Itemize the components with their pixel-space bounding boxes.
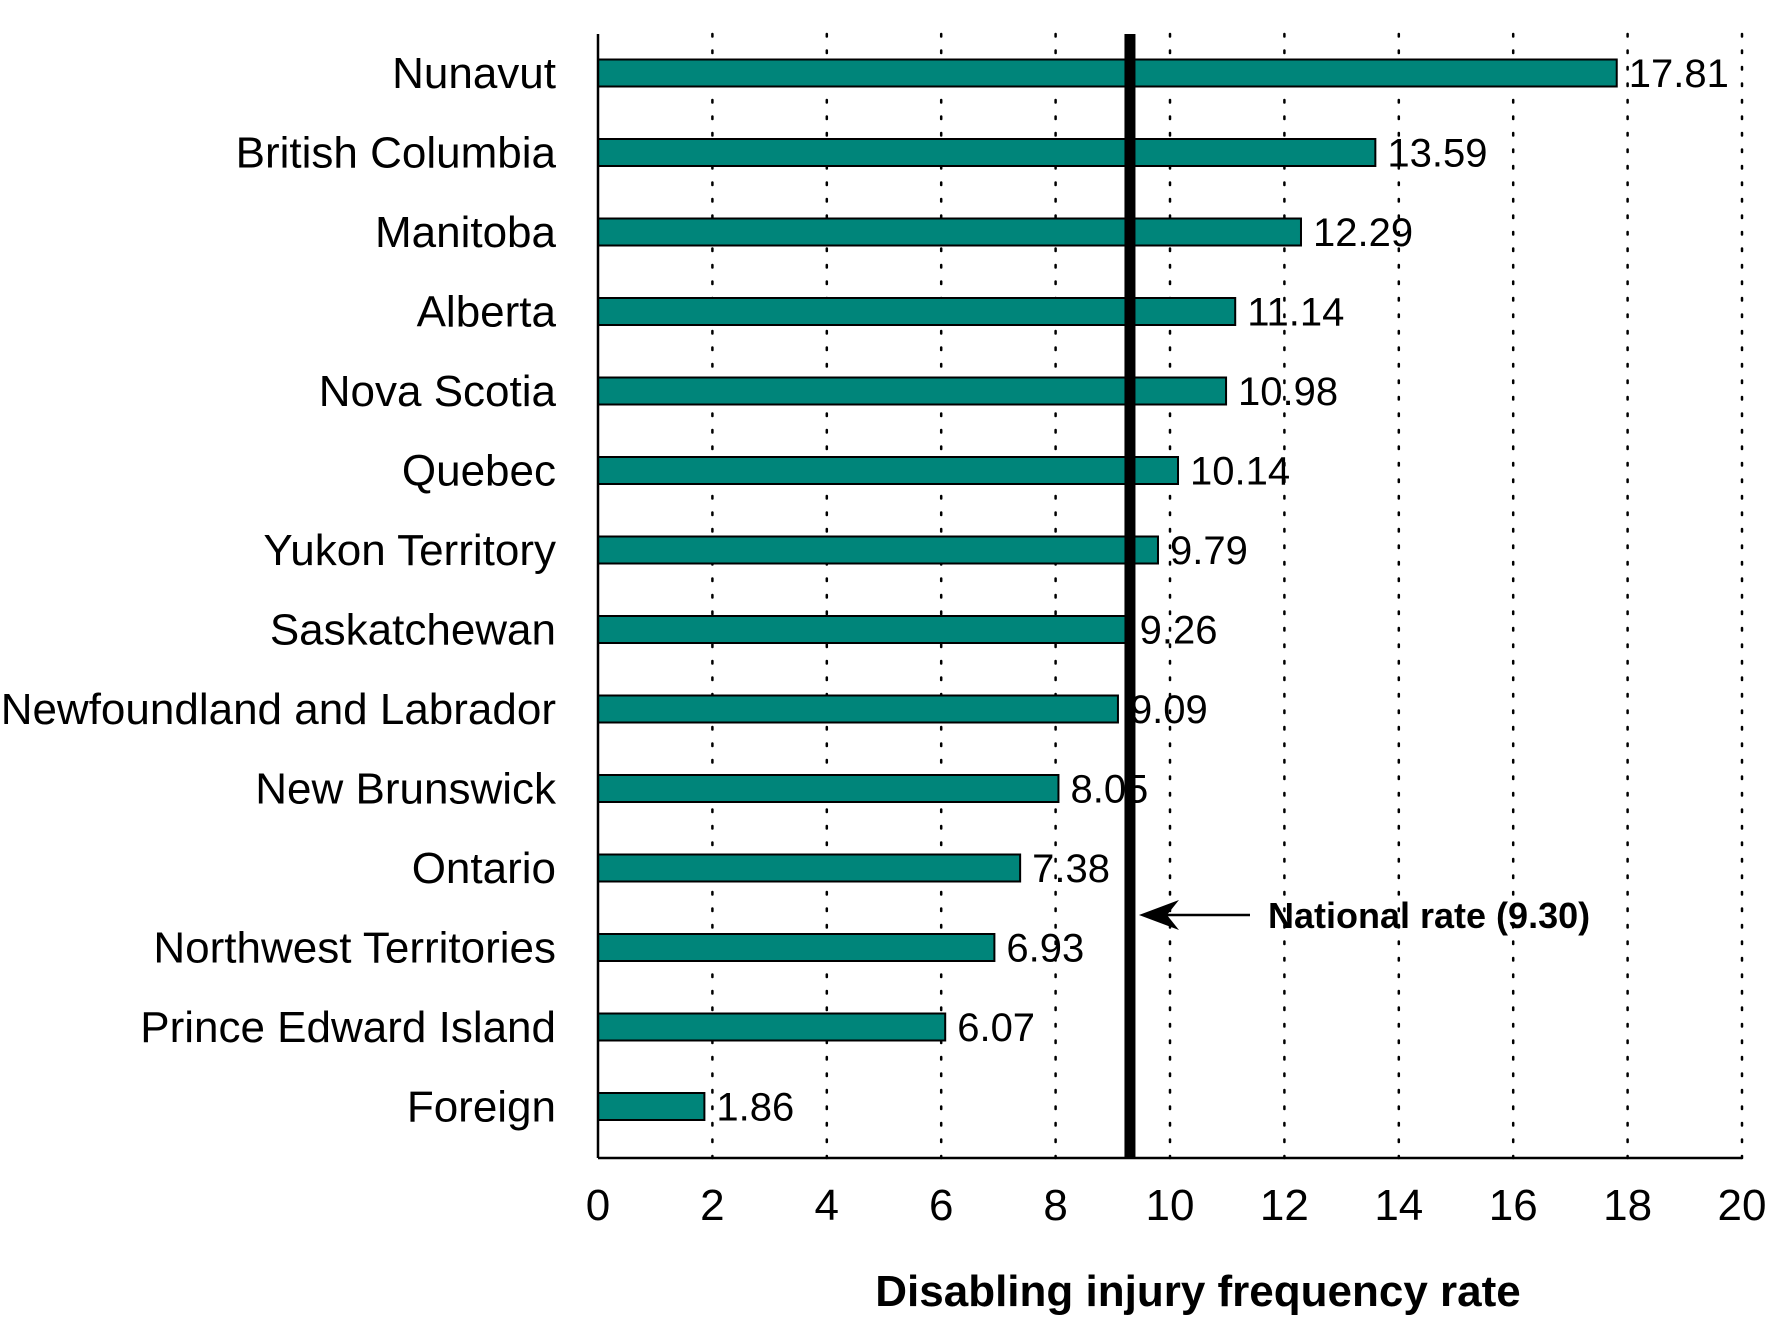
bar-saskatchewan bbox=[597, 615, 1129, 644]
category-label-new-brunswick: New Brunswick bbox=[255, 765, 557, 814]
value-label-prince-edward-island: 6.07 bbox=[957, 1006, 1035, 1050]
bar-nunavut bbox=[597, 58, 1618, 88]
x-tick-label-0: 0 bbox=[586, 1181, 610, 1230]
value-label-foreign: 1.86 bbox=[716, 1086, 794, 1130]
value-label-alberta: 11.14 bbox=[1247, 291, 1344, 335]
national-rate-label: National rate (9.30) bbox=[1268, 895, 1590, 936]
x-tick-label-6: 6 bbox=[929, 1181, 953, 1230]
category-label-british-columbia: British Columbia bbox=[236, 129, 557, 178]
value-label-british-columbia: 13.59 bbox=[1387, 132, 1487, 176]
category-label-quebec: Quebec bbox=[402, 447, 556, 496]
bars bbox=[597, 58, 1618, 1121]
x-tick-label-16: 16 bbox=[1489, 1181, 1538, 1230]
category-label-yukon-territory: Yukon Territory bbox=[263, 526, 556, 575]
bar-yukon-territory bbox=[597, 535, 1159, 565]
value-label-nova-scotia: 10.98 bbox=[1238, 370, 1338, 414]
category-label-saskatchewan: Saskatchewan bbox=[270, 606, 556, 655]
x-axis-title: Disabling injury frequency rate bbox=[875, 1267, 1521, 1316]
x-tick-label-14: 14 bbox=[1374, 1181, 1423, 1230]
bar-nova-scotia bbox=[597, 376, 1228, 406]
value-label-new-brunswick: 8.05 bbox=[1070, 768, 1148, 812]
labels: 0 2 4 6 8 10 12 14 16 18 20 Nunavut 17.81 British Col… bbox=[1, 49, 1767, 1230]
bar-northwest-territories bbox=[597, 933, 996, 962]
value-label-yukon-territory: 9.79 bbox=[1170, 529, 1248, 573]
x-tick-label-18: 18 bbox=[1603, 1181, 1652, 1230]
bar-british-columbia bbox=[597, 138, 1377, 167]
x-tick-label-10: 10 bbox=[1146, 1181, 1195, 1230]
category-label-ontario: Ontario bbox=[412, 844, 556, 893]
axes bbox=[596, 34, 1742, 1160]
category-label-newfoundland-and-labrador: Newfoundland and Labrador bbox=[1, 685, 556, 734]
category-label-nova-scotia: Nova Scotia bbox=[319, 367, 557, 416]
bar-new-brunswick bbox=[597, 774, 1060, 803]
value-label-newfoundland-and-labrador: 9.09 bbox=[1130, 688, 1208, 732]
category-label-alberta: Alberta bbox=[417, 288, 557, 337]
category-label-prince-edward-island: Prince Edward Island bbox=[140, 1003, 556, 1052]
bar-prince-edward-island bbox=[597, 1012, 947, 1042]
x-tick-label-2: 2 bbox=[700, 1181, 724, 1230]
value-label-quebec: 10.14 bbox=[1190, 450, 1290, 494]
value-label-northwest-territories: 6.93 bbox=[1006, 927, 1084, 971]
category-label-manitoba: Manitoba bbox=[375, 208, 557, 257]
annotation-arrow-head bbox=[1138, 900, 1179, 930]
bar-alberta bbox=[597, 297, 1237, 326]
x-tick-label-20: 20 bbox=[1718, 1181, 1767, 1230]
bar-quebec bbox=[597, 456, 1180, 485]
category-label-nunavut: Nunavut bbox=[392, 49, 556, 98]
x-tick-label-12: 12 bbox=[1260, 1181, 1309, 1230]
bar-manitoba bbox=[597, 217, 1302, 247]
bar-newfoundland-and-labrador bbox=[597, 694, 1119, 724]
value-label-ontario: 7.38 bbox=[1032, 847, 1110, 891]
x-tick-label-8: 8 bbox=[1043, 1181, 1067, 1230]
value-label-manitoba: 12.29 bbox=[1313, 211, 1413, 255]
bar-foreign bbox=[597, 1092, 706, 1121]
gridlines bbox=[711, 32, 1744, 1160]
reference-line-group: National rate (9.30) bbox=[1124, 34, 1590, 1158]
category-label-northwest-territories: Northwest Territories bbox=[153, 924, 556, 973]
value-label-saskatchewan: 9.26 bbox=[1140, 609, 1218, 653]
category-label-foreign: Foreign bbox=[407, 1083, 556, 1132]
value-label-nunavut: 17.81 bbox=[1629, 52, 1729, 96]
bar-ontario bbox=[597, 853, 1022, 883]
x-tick-label-4: 4 bbox=[815, 1181, 839, 1230]
